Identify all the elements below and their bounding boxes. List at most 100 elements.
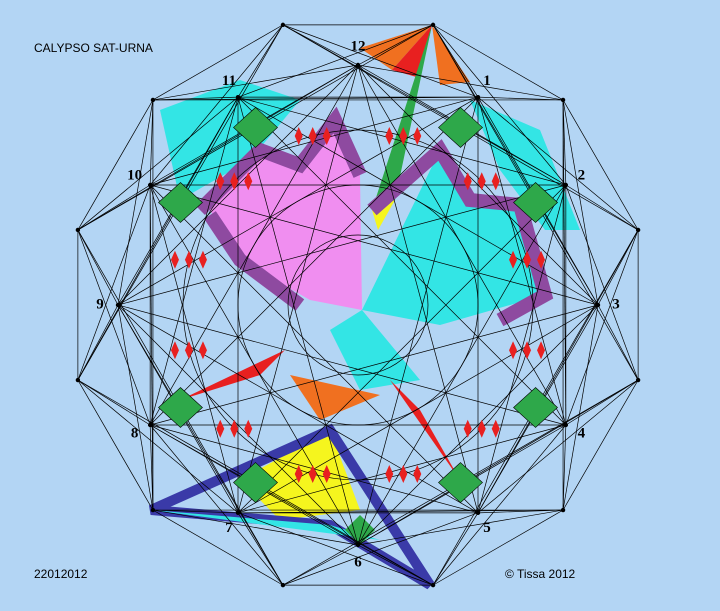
vertex-dot (280, 582, 286, 588)
web-line (477, 96, 564, 101)
hour-number: 6 (354, 554, 362, 570)
hour-number: 12 (351, 38, 366, 54)
web-line (282, 24, 567, 186)
title: CALYPSO SAT-URNA (34, 41, 153, 55)
web-line (477, 229, 639, 514)
hour-number: 5 (483, 520, 491, 536)
vertex-dot (635, 377, 641, 383)
red-diamond (477, 419, 486, 438)
red-diamond (413, 465, 422, 484)
purple-band (204, 211, 305, 311)
web-line (77, 229, 151, 426)
web-line (152, 509, 239, 514)
web-line (562, 99, 639, 231)
hour-number: 3 (612, 296, 620, 312)
red-diamond (491, 419, 500, 438)
green-diamond (158, 182, 203, 223)
web-line (562, 379, 639, 511)
green-diamond (233, 462, 278, 503)
web-line (357, 509, 564, 546)
web-line (237, 512, 434, 586)
vertex-dot (560, 97, 566, 103)
red-diamond (198, 341, 207, 360)
vertex-dot (280, 22, 286, 28)
vertex-dot (147, 422, 153, 428)
vertex-dot (635, 227, 641, 233)
hour-number: 4 (578, 425, 586, 441)
web-line (237, 24, 434, 98)
green-diamond (233, 107, 278, 148)
web-line (150, 184, 599, 306)
web-line (565, 229, 639, 426)
green-diamond (438, 107, 483, 148)
vertex-dot (235, 94, 241, 100)
vertex-dot (563, 182, 569, 188)
red-spike (390, 380, 460, 480)
red-diamond (170, 341, 179, 360)
hour-number: 9 (96, 296, 104, 312)
web-line (149, 184, 479, 514)
web-line (117, 184, 566, 306)
vertex-dot (430, 582, 436, 588)
web-line (149, 24, 284, 186)
purple-band (367, 139, 554, 327)
web-line (562, 99, 567, 426)
web-line (432, 24, 599, 306)
web-line (237, 96, 567, 426)
web-line (77, 64, 359, 231)
web-line (117, 304, 284, 586)
cyan-region (330, 310, 420, 390)
web-line (152, 24, 284, 101)
red-diamond (198, 250, 207, 269)
red-diamond (537, 250, 546, 269)
web-line (77, 379, 151, 426)
date: 22012012 (34, 567, 88, 581)
cyan-region (362, 150, 545, 325)
web-line (237, 97, 359, 546)
red-diamond (244, 419, 253, 438)
red-diamond (322, 465, 331, 484)
vertex-dot (430, 22, 436, 28)
web-line (357, 64, 564, 101)
red-diamond (523, 341, 532, 360)
vertex-dot (115, 302, 121, 308)
red-diamond (294, 126, 303, 145)
web-line (357, 97, 479, 546)
green-diamond (438, 462, 483, 503)
red-diamond (385, 465, 394, 484)
red-diamond (385, 126, 394, 145)
green-diamond (158, 387, 203, 428)
red-diamond (477, 172, 486, 191)
red-diamond (230, 172, 239, 191)
red-diamond (322, 126, 331, 145)
web-line (357, 24, 434, 66)
web-line (150, 304, 599, 426)
cyan-region (151, 510, 380, 540)
red-diamond (170, 250, 179, 269)
web-line (357, 379, 639, 546)
vertex-dot (560, 507, 566, 513)
web-line (77, 184, 151, 381)
web-line (432, 424, 567, 586)
decorations (75, 22, 641, 588)
green-diamond (513, 387, 558, 428)
red-diamond (308, 126, 317, 145)
red-diamond (509, 250, 518, 269)
web-line (565, 184, 639, 231)
hour-number: 10 (127, 167, 142, 183)
web-line (152, 509, 284, 586)
hour-number: 1 (483, 73, 491, 89)
red-diamond (244, 172, 253, 191)
vertex-dot (75, 227, 81, 233)
web-line (149, 99, 154, 186)
web-line (237, 509, 564, 514)
green-diamond (345, 515, 375, 545)
green-diamond (513, 182, 558, 223)
web-line (282, 24, 479, 98)
red-diamond (509, 341, 518, 360)
red-diamond (399, 126, 408, 145)
web-circle (287, 234, 429, 376)
red-diamond (537, 341, 546, 360)
